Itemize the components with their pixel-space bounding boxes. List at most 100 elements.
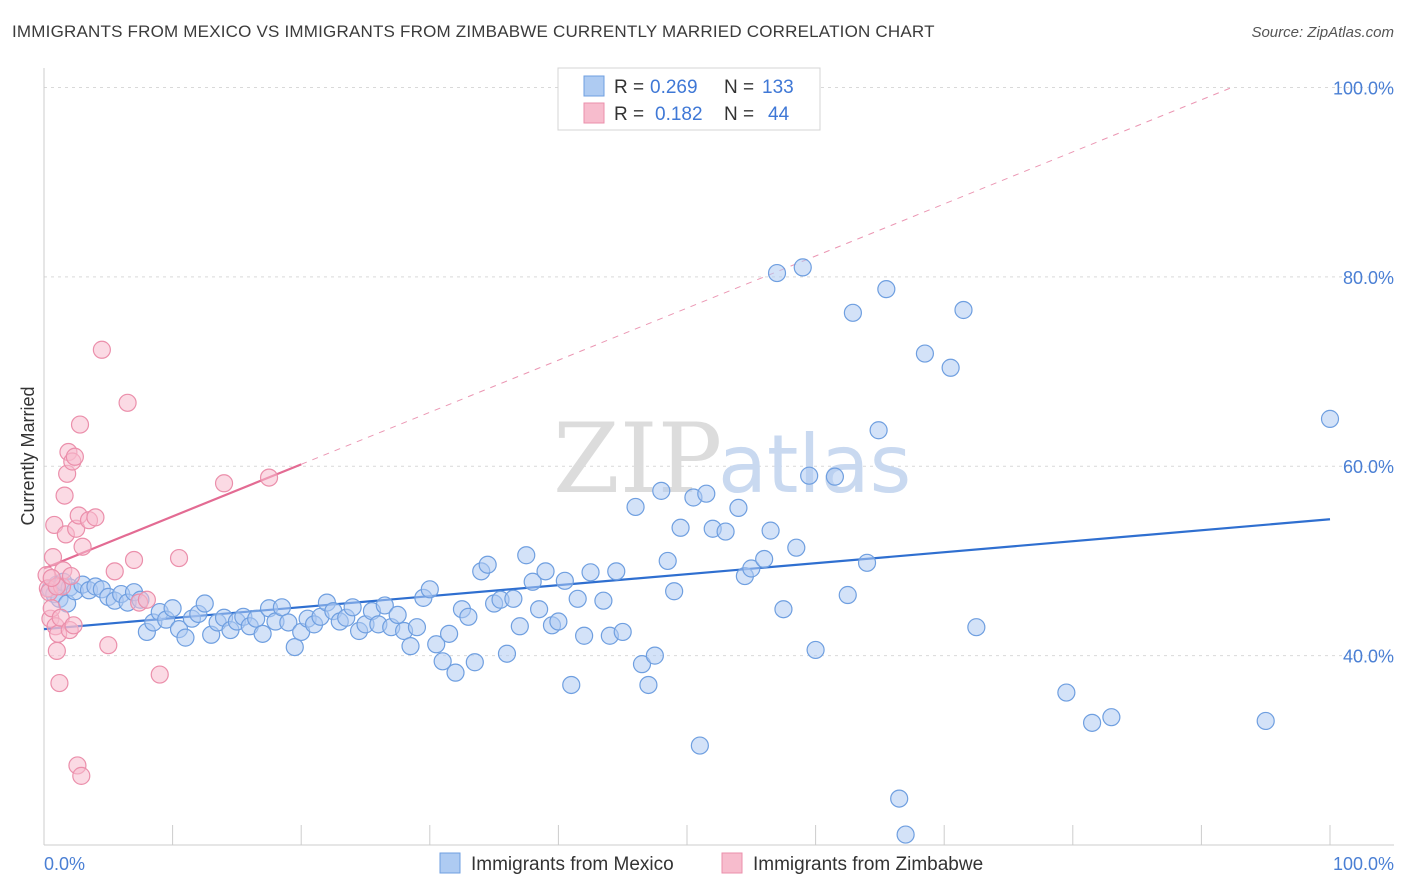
trend-line-zimbabwe-extension — [301, 87, 1232, 465]
series-mexico-points — [41, 258, 1340, 844]
zimbabwe-point-27 — [72, 766, 91, 785]
x-tick-label-min: 0.0% — [44, 854, 85, 874]
mexico-point-79 — [530, 600, 549, 619]
mexico-point-27 — [195, 594, 214, 613]
zimbabwe-point-14 — [55, 486, 74, 505]
mexico-point-93 — [632, 655, 652, 674]
y-axis-label: Currently Married — [18, 386, 38, 525]
mexico-point-24 — [176, 628, 195, 647]
x-tick-label-max: 100.0% — [1333, 854, 1394, 874]
mexico-point-92 — [626, 497, 645, 517]
mexico-point-39 — [272, 598, 292, 617]
legend-r-value-zimbabwe: 0.182 — [655, 104, 703, 125]
bottom-legend-label-zimbabwe: Immigrants from Zimbabwe — [753, 854, 983, 875]
chart-title: IMMIGRANTS FROM MEXICO VS IMMIGRANTS FRO… — [12, 22, 935, 41]
mexico-point-116 — [825, 467, 844, 486]
mexico-point-107 — [742, 559, 761, 578]
mexico-point-99 — [671, 518, 690, 537]
mexico-point-55 — [375, 596, 394, 615]
mexico-point-68 — [459, 607, 478, 626]
mexico-point-82 — [549, 612, 568, 631]
mexico-point-87 — [581, 563, 600, 582]
mexico-point-105 — [729, 498, 748, 517]
mexico-point-40 — [279, 613, 298, 632]
mexico-point-66 — [446, 663, 465, 682]
zimbabwe-point-43 — [42, 568, 61, 588]
zimbabwe-point-30 — [86, 508, 105, 527]
legend-swatch-zimbabwe — [583, 102, 605, 124]
mexico-point-132 — [1320, 409, 1340, 428]
mexico-point-65 — [439, 624, 459, 643]
zimbabwe-point-33 — [105, 562, 124, 581]
mexico-point-95 — [645, 646, 664, 665]
mexico-point-98 — [665, 582, 684, 601]
mexico-point-123 — [896, 825, 915, 844]
y-tick-label-100: 100.0% — [1333, 78, 1394, 98]
mexico-point-90 — [607, 562, 626, 581]
legend-n-label-zimbabwe: N = — [724, 104, 754, 125]
series-legend: Immigrants from Mexico Immigrants from Z… — [439, 852, 983, 875]
mexico-point-109 — [761, 521, 780, 540]
legend-r-label-zimbabwe: R = — [614, 104, 644, 125]
mexico-point-64 — [433, 652, 452, 671]
mexico-point-63 — [427, 635, 446, 654]
zimbabwe-point-8 — [47, 641, 66, 660]
zimbabwe-point-41 — [259, 468, 279, 487]
mexico-point-35 — [247, 609, 266, 628]
mexico-point-94 — [639, 675, 658, 695]
legend-r-label-mexico: R = — [614, 77, 644, 98]
mexico-point-60 — [407, 618, 427, 637]
mexico-point-125 — [941, 358, 960, 377]
mexico-point-122 — [890, 789, 909, 808]
mexico-point-119 — [857, 553, 877, 572]
zimbabwe-point-31 — [92, 340, 111, 359]
trend-lines — [43, 87, 1331, 631]
legend-n-label-mexico: N = — [724, 77, 754, 98]
mexico-point-41 — [285, 637, 304, 657]
mexico-point-131 — [1256, 711, 1275, 731]
legend-r-value-mexico: 0.269 — [650, 77, 698, 98]
mexico-point-86 — [575, 626, 594, 645]
zimbabwe-point-34 — [118, 393, 137, 412]
mexico-point-69 — [465, 653, 484, 672]
mexico-point-128 — [1057, 683, 1076, 702]
mexico-point-130 — [1102, 708, 1121, 727]
zimbabwe-point-40 — [214, 474, 234, 493]
legend-n-value-mexico: 133 — [762, 77, 794, 98]
mexico-point-120 — [869, 421, 888, 440]
zimbabwe-point-37 — [137, 590, 156, 609]
mexico-point-113 — [793, 258, 812, 277]
x-axis-ticks — [43, 825, 1331, 845]
mexico-point-91 — [613, 622, 632, 642]
mexico-point-104 — [716, 522, 735, 541]
mexico-point-121 — [877, 280, 896, 299]
bottom-legend-swatch-mexico — [439, 852, 461, 874]
y-tick-label-40: 40.0% — [1343, 647, 1394, 667]
mexico-point-127 — [967, 618, 986, 637]
chart-source: Source: ZipAtlas.com — [1251, 24, 1394, 41]
mexico-point-126 — [954, 300, 973, 320]
mexico-point-124 — [915, 344, 935, 363]
zimbabwe-point-10 — [50, 673, 69, 693]
legend-swatch-mexico — [583, 75, 605, 97]
zimbabwe-point-35 — [124, 550, 144, 570]
bottom-legend-swatch-zimbabwe — [721, 852, 743, 874]
zimbabwe-point-5 — [43, 548, 63, 567]
mexico-point-117 — [838, 585, 857, 605]
series-zimbabwe-points — [37, 340, 279, 785]
mexico-point-83 — [555, 571, 574, 590]
zimbabwe-point-38 — [150, 665, 169, 684]
mexico-point-77 — [517, 546, 536, 565]
zimbabwe-point-22 — [65, 447, 84, 466]
zimbabwe-point-32 — [99, 636, 118, 655]
mexico-point-85 — [568, 589, 587, 608]
mexico-point-101 — [690, 736, 709, 755]
bottom-legend-label-mexico: Immigrants from Mexico — [471, 854, 674, 875]
correlation-legend: R = 0.269 N = 133 R = 0.182 N = 44 — [557, 67, 821, 131]
zimbabwe-point-19 — [61, 566, 81, 586]
mexico-point-80 — [536, 562, 555, 581]
zimbabwe-point-26 — [70, 415, 90, 434]
mexico-point-78 — [523, 572, 542, 591]
mexico-point-50 — [343, 598, 362, 617]
